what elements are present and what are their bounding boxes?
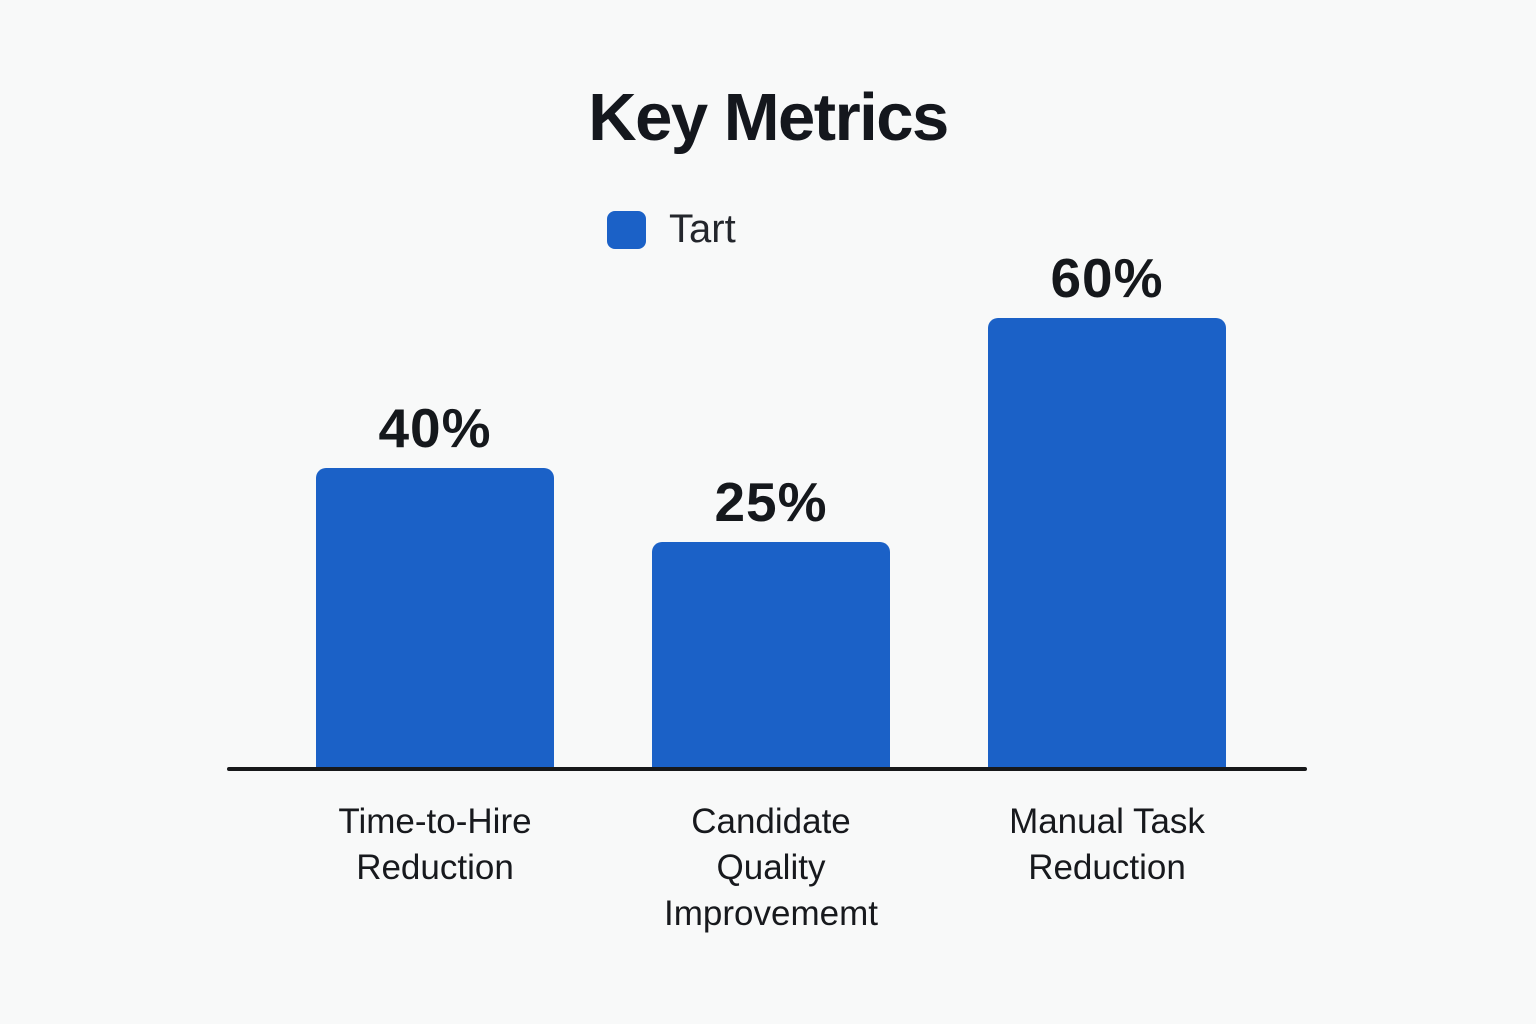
legend: Tart <box>607 208 736 252</box>
chart-title: Key Metrics <box>588 80 949 155</box>
category-label-manual-task: Manual Task Reduction <box>947 799 1267 891</box>
category-label-line: Improvememt <box>664 894 878 933</box>
legend-label: Tart <box>669 207 736 251</box>
bar-manual-task-reduction <box>988 318 1226 770</box>
category-label-line: Manual Task <box>1009 802 1205 841</box>
legend-color-swatch <box>607 211 646 249</box>
category-label-line: Time-to-Hire <box>338 802 532 841</box>
bar-value-label-candidate-quality: 25% <box>714 471 828 533</box>
category-label-line: Reduction <box>356 848 514 887</box>
bar-candidate-quality-improvement <box>652 542 890 770</box>
bar-time-to-hire-reduction <box>316 468 554 770</box>
category-label-line: Candidate <box>691 802 851 841</box>
bar-value-label-manual-task: 60% <box>1050 247 1164 309</box>
x-axis-line <box>227 767 1307 771</box>
bar-value-label-time-to-hire: 40% <box>378 397 492 459</box>
category-label-line: Reduction <box>1028 848 1186 887</box>
category-label-candidate-quality: Candidate Quality Improvememt <box>611 799 931 937</box>
category-label-time-to-hire: Time-to-Hire Reduction <box>275 799 595 891</box>
category-label-line: Quality <box>716 848 826 887</box>
